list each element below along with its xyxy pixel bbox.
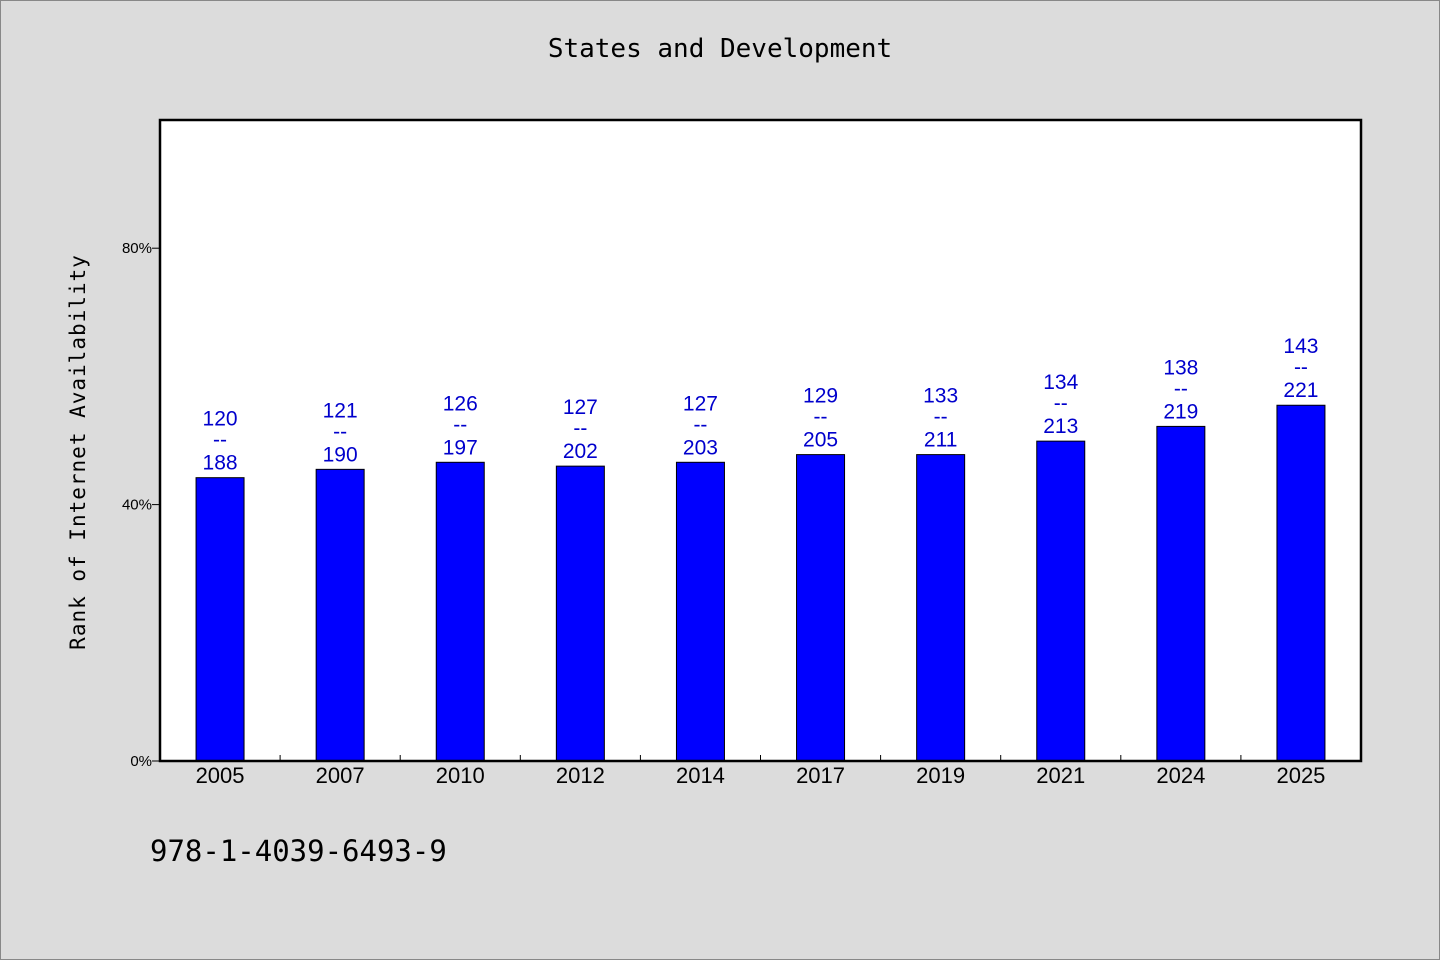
data-label-2024-top: 138: [1163, 356, 1198, 379]
data-label-2017-mid: --: [814, 406, 828, 429]
data-label-2012-top: 127: [563, 396, 598, 419]
bar-2019: [916, 454, 966, 762]
data-label-2007-top: 121: [323, 399, 358, 422]
y-tick-label-40: 40%: [122, 497, 152, 514]
data-labels-group: 120--188121--190126--197127--202127--203…: [203, 335, 1319, 474]
bar-2005: [195, 477, 245, 762]
bar-2010: [435, 461, 485, 762]
isbn-text: 978-1-4039-6493-9: [150, 834, 447, 868]
data-label-2021-bottom: 213: [1043, 415, 1078, 438]
x-tick-label-2024: 2024: [1156, 763, 1205, 788]
data-label-2005-bottom: 188: [203, 452, 238, 475]
data-label-2012-bottom: 202: [563, 440, 598, 463]
data-label-2012-mid: --: [573, 417, 587, 440]
x-tick-label-2012: 2012: [556, 763, 605, 788]
data-label-2005-mid: --: [213, 429, 227, 452]
x-tick-label-2010: 2010: [436, 763, 485, 788]
x-tick-label-2007: 2007: [316, 763, 365, 788]
data-label-2014-top: 127: [683, 392, 718, 415]
plot-border: [158, 118, 1363, 763]
axes-group: 2005 2007 2010 2012 2014 2017 2019 2021 2024 2025…: [122, 240, 1325, 788]
data-label-2017-top: 129: [803, 385, 838, 408]
data-label-2019-bottom: 211: [924, 429, 957, 452]
data-label-2010-mid: --: [453, 413, 467, 436]
data-label-2021-mid: --: [1054, 392, 1068, 415]
bar-2012: [555, 465, 605, 762]
data-label-2010-top: 126: [443, 392, 478, 415]
x-tick-label-2025: 2025: [1276, 763, 1325, 788]
data-label-2017-bottom: 205: [803, 429, 838, 452]
bar-2025: [1276, 404, 1326, 762]
data-label-2025-bottom: 221: [1283, 379, 1318, 402]
data-label-2005-top: 120: [203, 408, 238, 431]
chart-title: States and Development: [547, 34, 893, 64]
data-label-2024-mid: --: [1174, 377, 1188, 400]
data-label-2024-bottom: 219: [1163, 400, 1198, 423]
y-tick-label-80: 80%: [122, 240, 152, 257]
bar-2007: [315, 468, 365, 762]
data-label-2014-bottom: 203: [683, 436, 718, 459]
data-label-2010-bottom: 197: [443, 436, 478, 459]
bar-2014: [675, 461, 725, 762]
x-tick-label-2021: 2021: [1036, 763, 1085, 788]
data-label-2025-mid: --: [1294, 356, 1308, 379]
data-label-2019-mid: --: [934, 406, 948, 429]
data-label-2014-mid: --: [693, 413, 707, 436]
data-label-2025-top: 143: [1283, 335, 1318, 358]
bar-2017: [796, 454, 846, 762]
data-label-2019-top: 133: [923, 385, 958, 408]
x-tick-label-2014: 2014: [676, 763, 725, 788]
bar-2024: [1156, 425, 1206, 762]
x-tick-label-2005: 2005: [196, 763, 245, 788]
data-label-2007-bottom: 190: [323, 443, 358, 466]
x-tick-label-2017: 2017: [796, 763, 845, 788]
data-label-2021-top: 134: [1043, 371, 1078, 394]
bar-2021: [1036, 440, 1086, 762]
data-label-2007-mid: --: [333, 420, 347, 443]
x-tick-label-2019: 2019: [916, 763, 965, 788]
y-tick-label-0: 0%: [130, 753, 152, 770]
bars-group: [195, 404, 1326, 762]
